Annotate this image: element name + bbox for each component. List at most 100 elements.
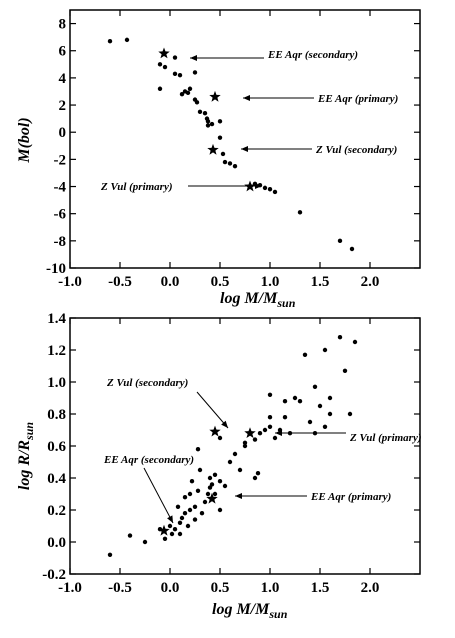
data-point	[297, 399, 303, 404]
star-annotation: EE Aqr (primary)	[317, 93, 398, 105]
data-point	[202, 499, 208, 505]
data-point	[185, 90, 191, 96]
data-point	[262, 185, 268, 191]
top-ticks: -1.0 -0.5 0.0 0.5 1.0 1.5 2.0 8 6 4 2 0 -2 -4 -6 -8 -10	[46, 10, 420, 290]
y-tick-label: -4	[54, 180, 67, 196]
panel-top: -1.0 -0.5 0.0 0.5 1.0 1.5 2.086420-2-4-6-8-10 …	[16, 9, 421, 310]
data-point	[317, 403, 323, 409]
data-point	[192, 504, 198, 509]
data-point	[272, 435, 278, 441]
x-tick-label: -0.5	[108, 274, 132, 290]
data-point	[222, 483, 228, 489]
data-point	[307, 419, 313, 425]
data-point	[187, 507, 193, 513]
y-tick-label: 1.0	[47, 375, 66, 391]
star-annotation: Z Vul (primary)	[349, 432, 422, 444]
annotation-arrow-head	[243, 95, 250, 101]
data-point	[255, 471, 261, 476]
y-tick-label: -8	[54, 234, 67, 250]
data-point	[322, 424, 328, 429]
data-point	[347, 411, 353, 417]
star-marker	[158, 524, 170, 536]
data-point	[352, 339, 358, 345]
data-point	[257, 431, 263, 436]
data-point	[172, 71, 178, 77]
y-tick-label: -0.2	[42, 567, 66, 583]
star-marker	[209, 90, 221, 102]
top-annotations: EE Aqr (secondary) EE Aqr (primary) Z Vul …	[100, 49, 398, 193]
data-point	[194, 100, 200, 105]
data-point	[107, 39, 113, 44]
data-point	[199, 511, 205, 516]
data-point	[267, 415, 273, 420]
y-tick-label: 1.2	[47, 343, 66, 359]
data-point	[337, 335, 343, 340]
data-point	[127, 533, 133, 538]
annotation-arrow-head	[190, 55, 197, 61]
data-point	[207, 485, 213, 490]
data-point	[177, 72, 183, 78]
data-point	[177, 520, 183, 525]
data-point	[205, 491, 211, 497]
data-point	[205, 119, 211, 124]
y-tick-label: -6	[54, 207, 67, 223]
data-point	[217, 119, 223, 124]
data-point	[242, 443, 248, 449]
data-point	[207, 475, 213, 481]
y-tick-label: -10	[46, 261, 66, 277]
y-tick-label: 0.2	[47, 503, 66, 519]
data-point	[267, 392, 273, 397]
data-point	[197, 467, 203, 473]
y-tick-label: -2	[54, 152, 67, 168]
data-point	[182, 495, 188, 500]
data-point	[217, 507, 223, 513]
data-point	[124, 37, 130, 43]
data-point	[272, 189, 278, 195]
data-point	[177, 531, 183, 537]
data-point	[349, 246, 355, 252]
star-annotation: Z Vul (primary)	[100, 181, 173, 193]
data-point	[202, 111, 208, 116]
data-point	[169, 531, 175, 537]
x-tick-label: 0.0	[161, 274, 180, 290]
star-annotation: Z Vul (secondary)	[315, 144, 397, 156]
data-point	[212, 472, 218, 477]
data-point	[195, 447, 201, 452]
data-point	[192, 70, 198, 75]
top-points	[107, 37, 355, 252]
data-point	[172, 527, 178, 532]
data-point	[187, 86, 193, 91]
star-marker	[207, 143, 219, 155]
x-tick-label: -1.0	[58, 580, 82, 596]
annotation-arrow-line	[196, 391, 229, 429]
x-tick-label: 1.0	[261, 580, 280, 596]
data-point	[282, 399, 288, 404]
data-point	[192, 517, 198, 522]
data-point	[187, 491, 193, 497]
star-marker	[206, 492, 218, 504]
data-point	[209, 482, 215, 487]
star-marker	[244, 427, 256, 439]
y-tick-label: 4	[59, 71, 67, 87]
x-tick-label: 0.5	[211, 580, 230, 596]
data-point	[172, 55, 178, 60]
data-point	[189, 479, 195, 484]
bottom-annotations: Z Vul (secondary) Z Vul (primary) EE Aqr (…	[103, 377, 422, 524]
y-tick-label: 0.4	[47, 471, 66, 487]
data-point	[227, 161, 233, 166]
panel-bottom: -1.0 -0.5 0.0 0.5 1.0 1.5 2.0 1.4 1.2 1.0 0.8 0.6 0.…	[16, 311, 422, 621]
data-point	[162, 64, 168, 70]
x-tick-label: 0.0	[161, 580, 180, 596]
x-tick-label: 1.5	[311, 580, 330, 596]
bottom-stars	[158, 425, 256, 536]
data-point	[312, 384, 318, 389]
data-point	[337, 238, 343, 244]
data-point	[327, 395, 333, 401]
bottom-ylabel: log R/Rsun	[16, 422, 36, 491]
x-tick-label: 2.0	[361, 580, 380, 596]
annotation-arrow-head	[241, 146, 248, 152]
star-marker	[209, 425, 221, 437]
star-marker	[158, 47, 170, 59]
y-tick-label: 0	[59, 125, 67, 141]
x-tick-label: 1.0	[261, 274, 280, 290]
